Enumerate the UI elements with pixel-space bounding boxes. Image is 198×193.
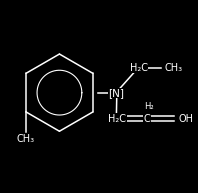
Text: CH₃: CH₃ xyxy=(165,63,183,73)
Text: H₂: H₂ xyxy=(144,102,154,111)
Text: [N]: [N] xyxy=(108,88,124,98)
Text: H₂C: H₂C xyxy=(129,63,148,73)
Text: CH₃: CH₃ xyxy=(17,134,35,144)
Text: C: C xyxy=(144,114,151,124)
Text: H₂C: H₂C xyxy=(108,114,126,124)
Text: OH: OH xyxy=(178,114,193,124)
